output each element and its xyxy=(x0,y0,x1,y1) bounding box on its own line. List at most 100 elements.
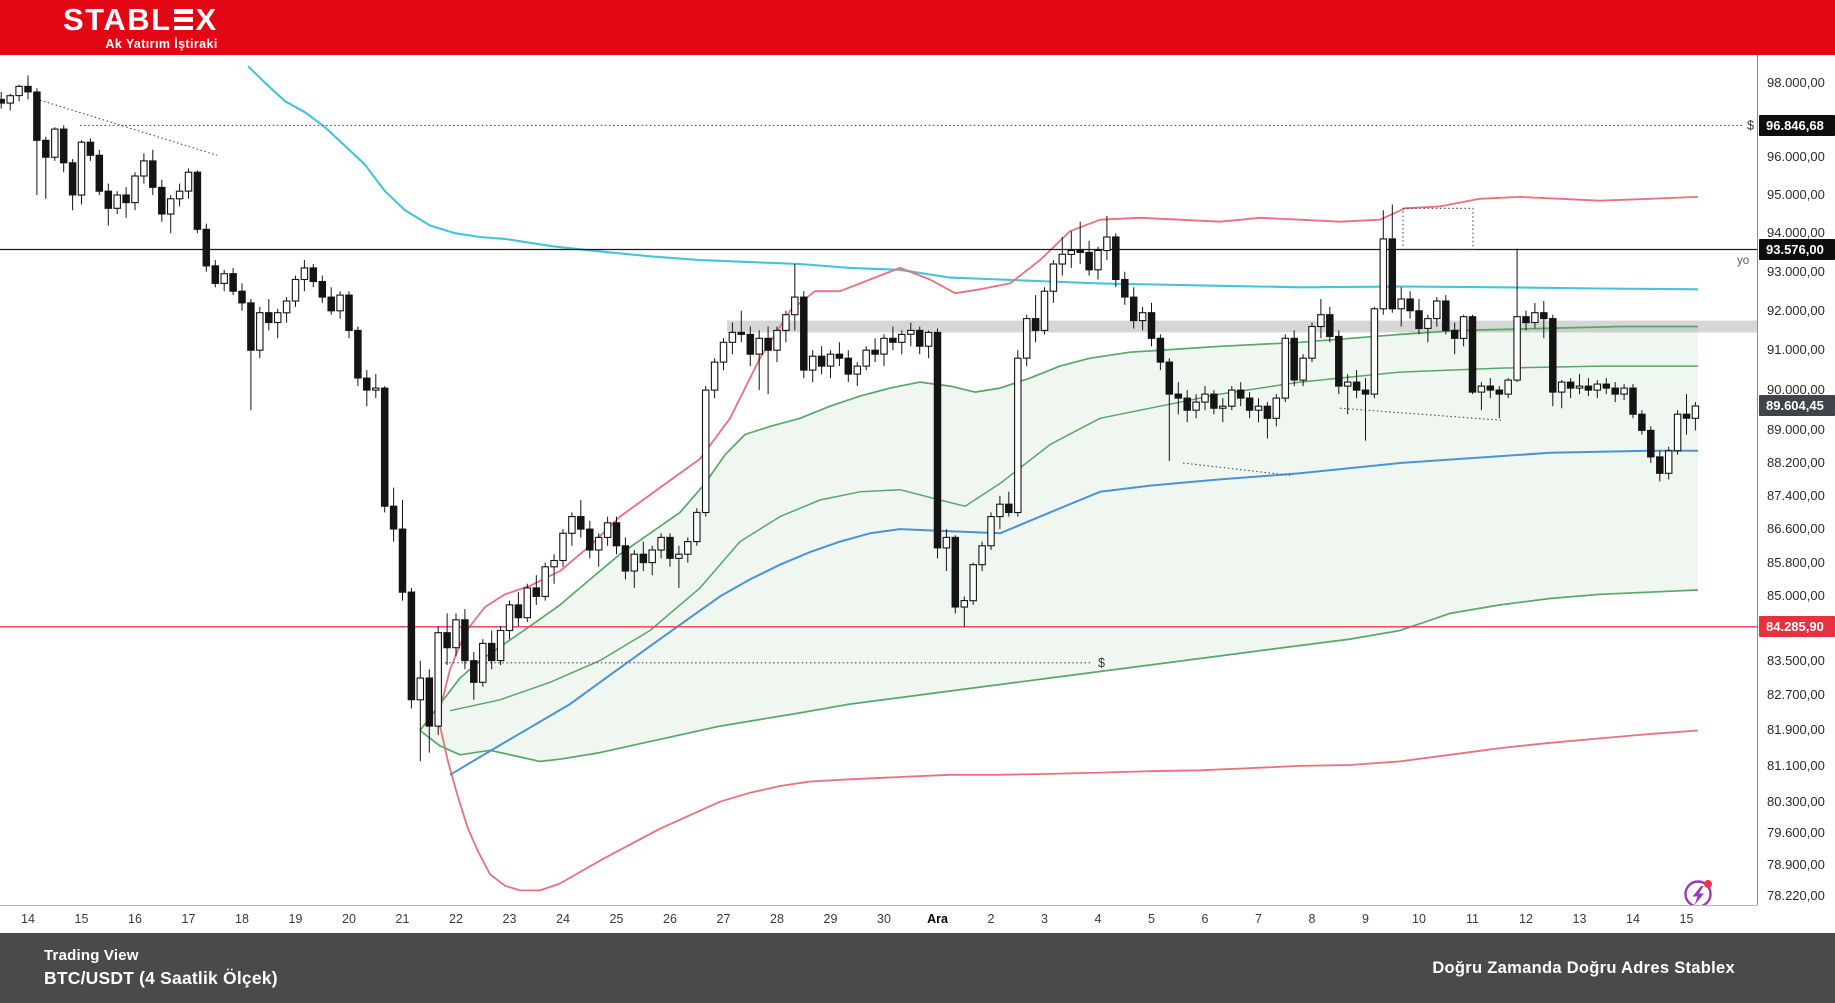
candle xyxy=(380,387,389,507)
candle xyxy=(1156,337,1165,363)
candle xyxy=(889,337,897,343)
date-tick-label: 22 xyxy=(449,912,463,926)
candle xyxy=(1433,300,1441,320)
candle xyxy=(817,355,826,367)
candle xyxy=(265,312,273,324)
date-axis[interactable]: 14 15 16 17 18 19 20 21 22 23 24 25 26 27 28 29 30 Ara 2 3 4… xyxy=(0,905,1757,934)
candle xyxy=(568,516,576,534)
price-axis[interactable]: 98.000,0097.000,0096.000,0095.000,0094.0… xyxy=(1757,55,1835,905)
candle xyxy=(1397,298,1405,310)
candle xyxy=(728,331,737,343)
blue-midline xyxy=(449,449,1698,776)
candle xyxy=(42,139,50,158)
candle xyxy=(1272,397,1281,419)
price-badge: 96.846,68 xyxy=(1759,114,1835,136)
date-tick-label: 25 xyxy=(609,912,624,926)
candle xyxy=(844,357,853,375)
candle xyxy=(273,312,282,324)
cyan-baseline xyxy=(247,65,1699,291)
candle xyxy=(1022,318,1031,359)
price-tick-label: 92.000,00 xyxy=(1767,302,1825,318)
candle xyxy=(291,278,300,302)
candle xyxy=(1201,393,1209,403)
candle xyxy=(1121,278,1129,298)
candle xyxy=(345,294,353,331)
price-tick-label: 81.900,00 xyxy=(1767,722,1825,738)
candle xyxy=(639,553,648,564)
date-tick-label: 6 xyxy=(1201,912,1209,926)
candle xyxy=(1424,318,1432,329)
price-tick-label: 87.400,00 xyxy=(1767,487,1825,503)
dotted-annotation-box xyxy=(1402,207,1474,250)
candle xyxy=(1228,389,1236,407)
date-tick-label: 12 xyxy=(1519,912,1533,926)
candle xyxy=(59,128,68,164)
candle xyxy=(51,128,59,158)
brand-banner: STABL X Ak Yatırım İştiraki xyxy=(0,0,1835,55)
candle xyxy=(1450,329,1459,339)
candle xyxy=(1522,316,1530,324)
candle xyxy=(461,619,469,662)
candle xyxy=(594,536,603,551)
candle xyxy=(95,154,104,192)
date-tick-label: 16 xyxy=(128,912,142,926)
candle xyxy=(737,331,746,335)
candle xyxy=(1379,238,1388,310)
candle xyxy=(6,95,14,104)
candle xyxy=(1352,381,1361,391)
candle xyxy=(1629,387,1637,415)
candle xyxy=(68,162,77,196)
footer-source: Trading View xyxy=(44,947,139,964)
candle xyxy=(1076,249,1084,253)
price-tick-label: 90.000,00 xyxy=(1767,382,1825,398)
candle xyxy=(131,175,139,204)
candle xyxy=(1112,236,1120,281)
wordmark-prefix: STABL xyxy=(63,2,172,38)
price-tick-label: 96.000,00 xyxy=(1767,149,1825,165)
footer-slogan: Doğru Zamanda Doğru Adres Stablex xyxy=(1432,958,1735,977)
candle xyxy=(1361,389,1370,395)
candle xyxy=(300,267,309,281)
candle xyxy=(1549,318,1557,393)
candle xyxy=(309,267,318,283)
date-tick-label: 19 xyxy=(288,912,303,926)
candle xyxy=(1299,357,1307,381)
dotted-annotation-line xyxy=(1182,462,1291,476)
candle xyxy=(1005,503,1013,514)
candle xyxy=(33,91,41,141)
candle xyxy=(354,329,362,379)
green-band-fill xyxy=(420,326,1698,762)
candle xyxy=(1183,397,1191,411)
price-tick-label: 85.000,00 xyxy=(1767,588,1825,604)
candle xyxy=(1459,316,1468,339)
dotted-annotation-line xyxy=(1339,407,1503,421)
candle xyxy=(1593,383,1602,391)
candle xyxy=(1557,381,1566,393)
candle xyxy=(86,141,95,156)
price-badge: 93.576,00 xyxy=(1759,238,1835,260)
candle xyxy=(746,333,755,355)
candle xyxy=(104,190,113,209)
candle xyxy=(987,516,995,547)
candle xyxy=(924,331,933,347)
candle xyxy=(1165,361,1174,395)
candle xyxy=(915,329,924,347)
candle xyxy=(1326,314,1334,337)
price-tick-label: 80.300,00 xyxy=(1767,793,1825,809)
flash-icon[interactable] xyxy=(1684,880,1713,908)
footer-bar: Trading View BTC/USDT (4 Saatlik Ölçek) … xyxy=(0,933,1835,1003)
candle xyxy=(523,587,532,619)
date-tick-label: 8 xyxy=(1308,912,1316,926)
date-tick-label: 30 xyxy=(877,912,891,926)
candle xyxy=(898,333,906,343)
price-tick-label: 86.600,00 xyxy=(1767,521,1825,537)
candle xyxy=(1575,385,1584,389)
candle xyxy=(1504,379,1512,395)
candle xyxy=(577,516,585,530)
candle xyxy=(907,329,915,335)
candle xyxy=(443,632,451,649)
candle xyxy=(15,85,23,97)
stablex-e-icon xyxy=(173,9,193,31)
